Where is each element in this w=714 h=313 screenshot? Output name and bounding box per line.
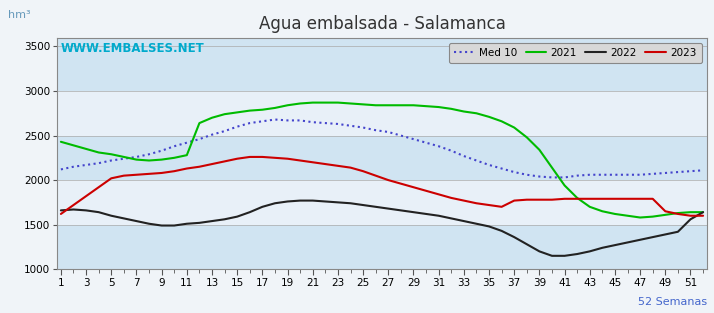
Med 10 — [371, 128, 380, 132]
2022 — [548, 254, 556, 258]
2023 — [409, 185, 418, 189]
Bar — [57, 136, 707, 180]
2021 — [485, 115, 493, 119]
2022 — [283, 200, 292, 203]
2021 — [699, 210, 708, 214]
2021 — [636, 216, 645, 219]
Med 10 — [409, 137, 418, 141]
Text: 52 Semanas: 52 Semanas — [638, 297, 707, 307]
Line: 2021: 2021 — [61, 103, 703, 218]
2023 — [107, 177, 116, 180]
Med 10 — [548, 176, 556, 179]
2022 — [699, 210, 708, 214]
Line: Med 10: Med 10 — [61, 120, 703, 177]
2023 — [460, 199, 468, 203]
2022 — [56, 208, 65, 212]
2021 — [460, 110, 468, 113]
Med 10 — [296, 119, 304, 122]
Med 10 — [485, 163, 493, 167]
Med 10 — [271, 118, 279, 121]
Title: Agua embalsada - Salamanca: Agua embalsada - Salamanca — [258, 15, 506, 33]
2023 — [296, 159, 304, 162]
2023 — [56, 212, 65, 216]
Text: hm³: hm³ — [9, 10, 31, 20]
2023 — [371, 174, 380, 177]
Med 10 — [107, 159, 116, 162]
2022 — [107, 214, 116, 218]
2023 — [699, 214, 708, 218]
Med 10 — [699, 168, 708, 172]
2022 — [460, 219, 468, 223]
2021 — [56, 140, 65, 144]
2021 — [283, 103, 292, 107]
Bar — [57, 225, 707, 269]
2022 — [371, 205, 380, 209]
Legend: Med 10, 2021, 2022, 2023: Med 10, 2021, 2022, 2023 — [449, 43, 702, 63]
2021 — [308, 101, 317, 105]
2023 — [485, 203, 493, 207]
2021 — [409, 103, 418, 107]
Med 10 — [460, 154, 468, 158]
Med 10 — [56, 167, 65, 171]
2022 — [296, 199, 304, 203]
Text: WWW.EMBALSES.NET: WWW.EMBALSES.NET — [61, 42, 204, 55]
2022 — [409, 210, 418, 214]
Bar — [57, 38, 707, 91]
Line: 2023: 2023 — [61, 157, 703, 216]
2023 — [246, 155, 254, 159]
2021 — [371, 103, 380, 107]
Line: 2022: 2022 — [61, 201, 703, 256]
2022 — [485, 224, 493, 228]
2021 — [107, 152, 116, 156]
2023 — [686, 214, 695, 218]
